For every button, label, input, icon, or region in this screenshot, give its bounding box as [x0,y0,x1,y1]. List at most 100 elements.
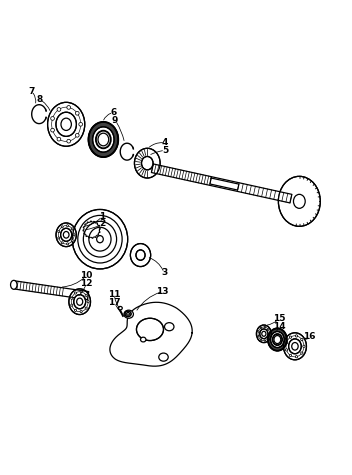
Ellipse shape [164,323,174,331]
Text: 6: 6 [111,108,117,117]
Circle shape [85,294,87,296]
Ellipse shape [283,333,307,360]
Ellipse shape [88,122,118,157]
Circle shape [58,231,60,233]
Ellipse shape [77,298,83,305]
Ellipse shape [289,339,301,354]
Circle shape [51,128,55,132]
Ellipse shape [256,325,271,342]
Ellipse shape [274,335,281,343]
Text: 3: 3 [161,268,167,277]
Ellipse shape [278,176,320,227]
Ellipse shape [271,332,284,348]
Ellipse shape [137,318,163,341]
Ellipse shape [97,236,103,243]
Circle shape [67,243,69,245]
Circle shape [58,237,60,239]
Circle shape [268,329,269,330]
Circle shape [51,116,55,120]
Polygon shape [83,221,100,238]
Text: 1: 1 [99,212,106,221]
Text: 2: 2 [99,219,106,228]
Ellipse shape [130,244,151,266]
Circle shape [75,112,79,115]
Polygon shape [110,302,192,366]
Ellipse shape [294,194,305,209]
Circle shape [258,335,259,337]
Text: 9: 9 [112,116,118,125]
Text: 16: 16 [303,332,315,341]
Polygon shape [13,281,89,300]
Circle shape [289,336,291,338]
Ellipse shape [134,148,160,178]
Circle shape [67,139,70,143]
Circle shape [289,354,291,357]
Circle shape [57,108,61,111]
Text: 8: 8 [37,95,43,104]
Circle shape [71,240,73,242]
Ellipse shape [159,353,168,361]
Ellipse shape [140,337,146,342]
Ellipse shape [88,122,118,157]
Ellipse shape [72,209,128,269]
Ellipse shape [56,223,76,247]
Circle shape [80,291,82,293]
Circle shape [79,123,82,126]
Polygon shape [151,164,292,203]
Ellipse shape [74,294,86,309]
Circle shape [61,226,63,228]
Ellipse shape [61,118,71,131]
Ellipse shape [61,228,72,241]
Circle shape [87,301,89,303]
Text: 5: 5 [162,146,168,155]
Circle shape [85,307,87,309]
Circle shape [71,228,73,230]
Text: 12: 12 [80,279,93,288]
Circle shape [61,242,63,244]
Circle shape [301,338,303,341]
Text: 17: 17 [108,298,121,307]
Ellipse shape [262,332,266,336]
Circle shape [295,356,298,358]
Circle shape [301,352,303,354]
Text: 4: 4 [162,138,168,147]
Circle shape [75,133,79,137]
Circle shape [303,345,305,347]
Circle shape [74,309,76,312]
Circle shape [269,333,270,334]
Circle shape [73,234,75,236]
Ellipse shape [125,311,131,316]
Ellipse shape [63,231,69,238]
Ellipse shape [124,310,133,318]
Ellipse shape [268,328,287,351]
Ellipse shape [118,306,122,310]
Circle shape [74,292,76,294]
Polygon shape [210,178,239,190]
Ellipse shape [11,280,17,289]
Circle shape [67,225,69,227]
Ellipse shape [56,112,76,136]
Circle shape [67,105,70,109]
Circle shape [285,342,288,344]
Text: 15: 15 [273,314,285,323]
Ellipse shape [84,222,99,238]
Circle shape [285,349,288,351]
Circle shape [57,137,61,141]
Ellipse shape [69,289,90,314]
Ellipse shape [136,250,145,260]
Ellipse shape [142,156,153,170]
Text: 7: 7 [28,86,34,95]
Circle shape [264,326,266,328]
Text: 14: 14 [273,322,285,331]
Text: 10: 10 [80,271,93,280]
Circle shape [258,331,259,332]
Circle shape [268,337,269,339]
Circle shape [260,327,262,329]
Circle shape [264,340,266,342]
Ellipse shape [260,329,268,339]
Ellipse shape [48,102,85,146]
Ellipse shape [98,133,109,146]
Text: 13: 13 [156,287,169,296]
Circle shape [260,339,262,341]
Circle shape [80,311,82,313]
